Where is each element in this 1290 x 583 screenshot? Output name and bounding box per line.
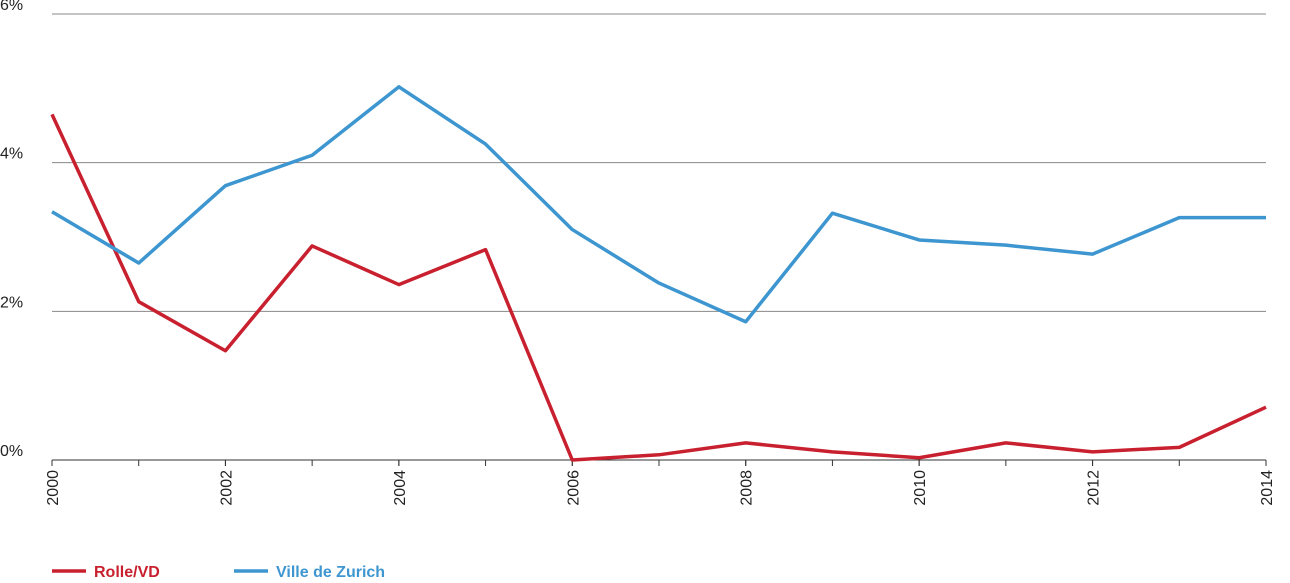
y-tick-label: 6% <box>0 0 23 14</box>
legend-text: Ville de Zurich <box>276 564 385 581</box>
x-tick-label: 2000 <box>45 470 62 506</box>
y-tick-label: 2% <box>0 294 23 311</box>
y-tick-label: 4% <box>0 146 23 163</box>
x-tick-label: 2006 <box>565 470 582 506</box>
x-tick-label: 2008 <box>739 470 756 506</box>
x-tick-label: 2014 <box>1259 470 1276 506</box>
series-line <box>50 113 1267 462</box>
x-tick-label: 2010 <box>912 470 929 506</box>
y-tick-label: 0% <box>0 443 23 460</box>
series-line <box>51 85 1266 324</box>
legend-text: Rolle/VD <box>94 564 160 581</box>
x-tick-label: 2012 <box>1086 470 1103 506</box>
x-tick-label: 2002 <box>218 470 235 506</box>
x-tick-label: 2004 <box>392 470 409 506</box>
